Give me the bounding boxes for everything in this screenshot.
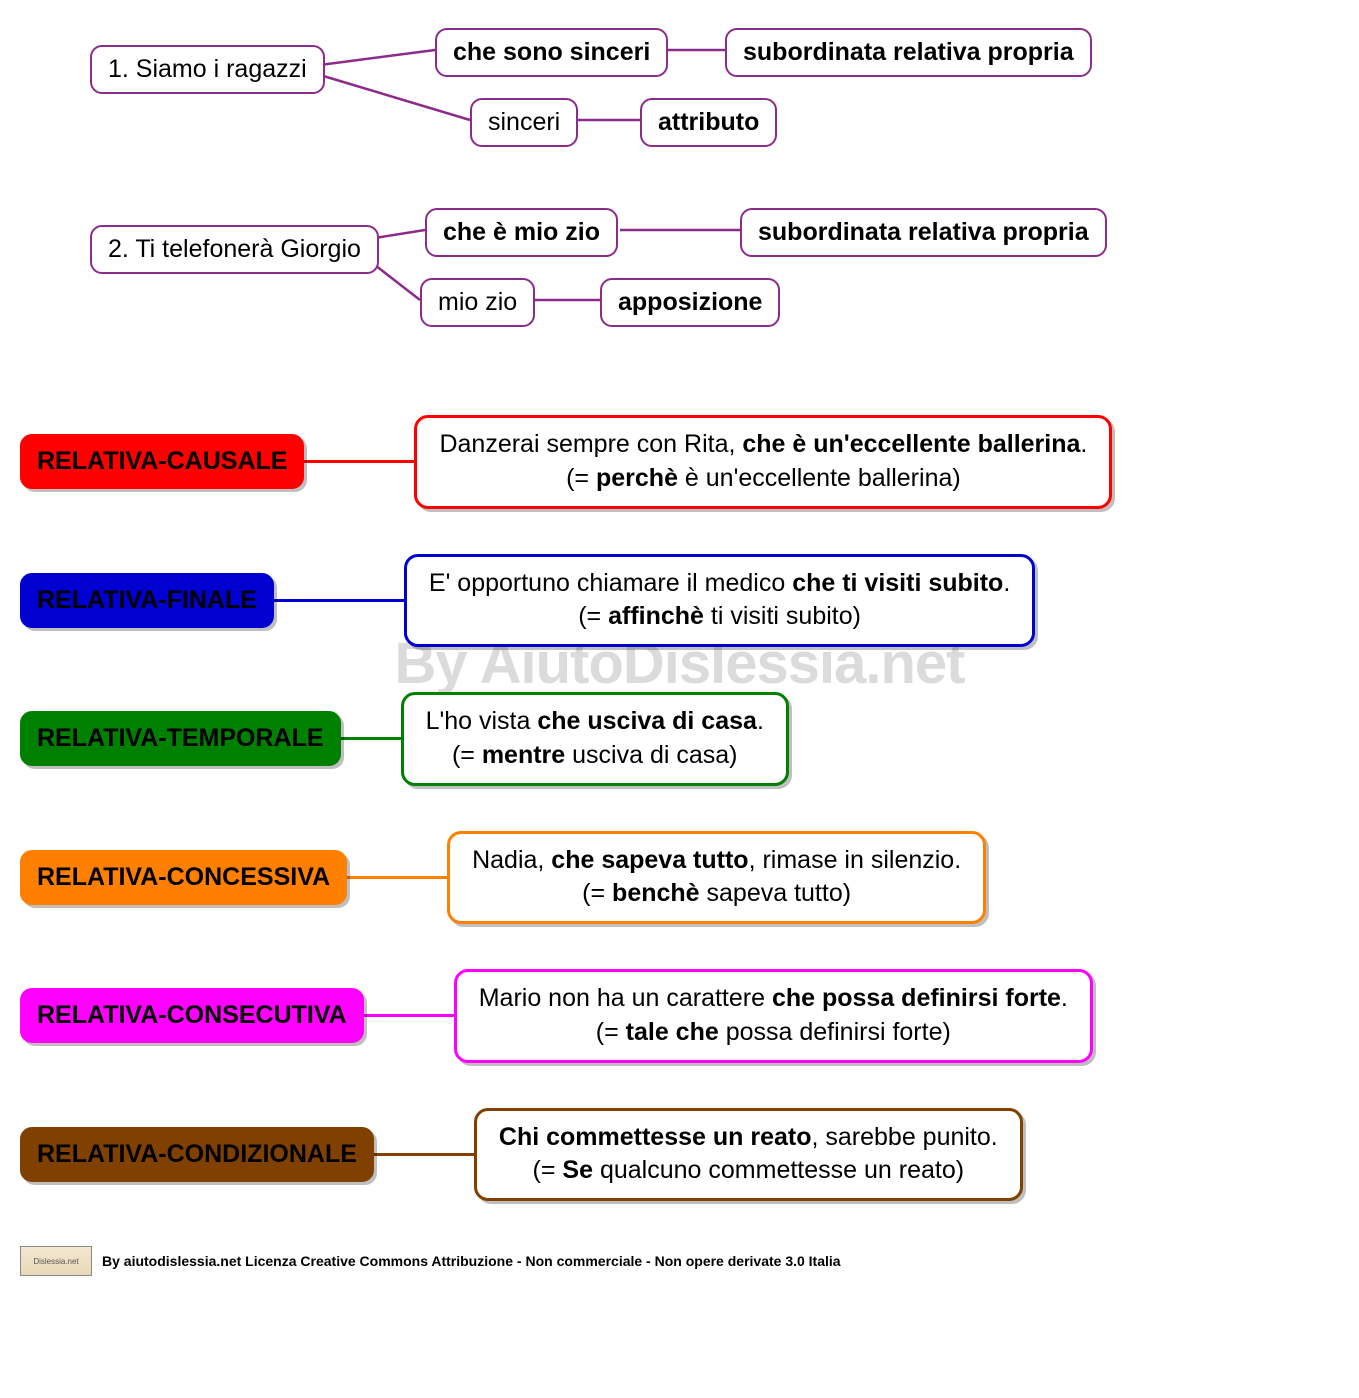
- relative-row-4: RELATIVA-CONSECUTIVA Mario non ha un cara…: [20, 969, 1339, 1063]
- footer-logo: Dislessia.net: [20, 1246, 92, 1276]
- tree1-b2-mid: sinceri: [470, 98, 578, 147]
- relative-label: RELATIVA-CONSECUTIVA: [20, 988, 364, 1043]
- relative-connector: [374, 1153, 474, 1156]
- tree1-root: 1. Siamo i ragazzi: [90, 45, 325, 94]
- relative-connector: [274, 599, 404, 602]
- relative-row-5: RELATIVA-CONDIZIONALE Chi commettesse un …: [20, 1108, 1339, 1202]
- relative-label: RELATIVA-TEMPORALE: [20, 711, 341, 766]
- tree2-b1-mid: che è mio zio: [425, 208, 618, 257]
- relative-row-3: RELATIVA-CONCESSIVA Nadia, che sapeva tut…: [20, 831, 1339, 925]
- relative-example: Chi commettesse un reato, sarebbe punito…: [474, 1108, 1023, 1202]
- tree-2: 2. Ti telefonerà Giorgio che è mio zio s…: [20, 200, 1339, 370]
- relative-connector: [347, 876, 447, 879]
- tree2-root: 2. Ti telefonerà Giorgio: [90, 225, 379, 274]
- footer-text: By aiutodislessia.net Licenza Creative C…: [102, 1253, 841, 1269]
- relative-connector: [304, 460, 414, 463]
- relative-label: RELATIVA-CAUSALE: [20, 434, 304, 489]
- relative-label: RELATIVA-CONDIZIONALE: [20, 1127, 374, 1182]
- tree1-b2-end: attributo: [640, 98, 777, 147]
- relative-connector: [364, 1014, 454, 1017]
- tree1-b1-mid: che sono sinceri: [435, 28, 668, 77]
- relative-row-1: RELATIVA-FINALE E' opportuno chiamare il …: [20, 554, 1339, 648]
- relative-example: E' opportuno chiamare il medico che ti v…: [404, 554, 1035, 648]
- tree2-b2-mid: mio zio: [420, 278, 535, 327]
- relative-row-0: RELATIVA-CAUSALE Danzerai sempre con Rita…: [20, 415, 1339, 509]
- tree-1: 1. Siamo i ragazzi che sono sinceri subo…: [20, 20, 1339, 190]
- tree2-b1-end: subordinata relativa propria: [740, 208, 1107, 257]
- relative-example: Mario non ha un carattere che possa defi…: [454, 969, 1093, 1063]
- relative-example: L'ho vista che usciva di casa.(= mentre …: [401, 692, 789, 786]
- relative-connector: [341, 737, 401, 740]
- relative-label: RELATIVA-FINALE: [20, 573, 274, 628]
- tree2-b2-end: apposizione: [600, 278, 780, 327]
- diagram-canvas: 1. Siamo i ragazzi che sono sinceri subo…: [20, 20, 1339, 1276]
- relative-label: RELATIVA-CONCESSIVA: [20, 850, 347, 905]
- tree1-b1-end: subordinata relativa propria: [725, 28, 1092, 77]
- footer: Dislessia.net By aiutodislessia.net Lice…: [20, 1246, 1339, 1276]
- relative-row-2: RELATIVA-TEMPORALE L'ho vista che usciva …: [20, 692, 1339, 786]
- relative-types-container: RELATIVA-CAUSALE Danzerai sempre con Rita…: [20, 415, 1339, 1201]
- relative-example: Nadia, che sapeva tutto, rimase in silen…: [447, 831, 986, 925]
- relative-example: Danzerai sempre con Rita, che è un'eccel…: [414, 415, 1112, 509]
